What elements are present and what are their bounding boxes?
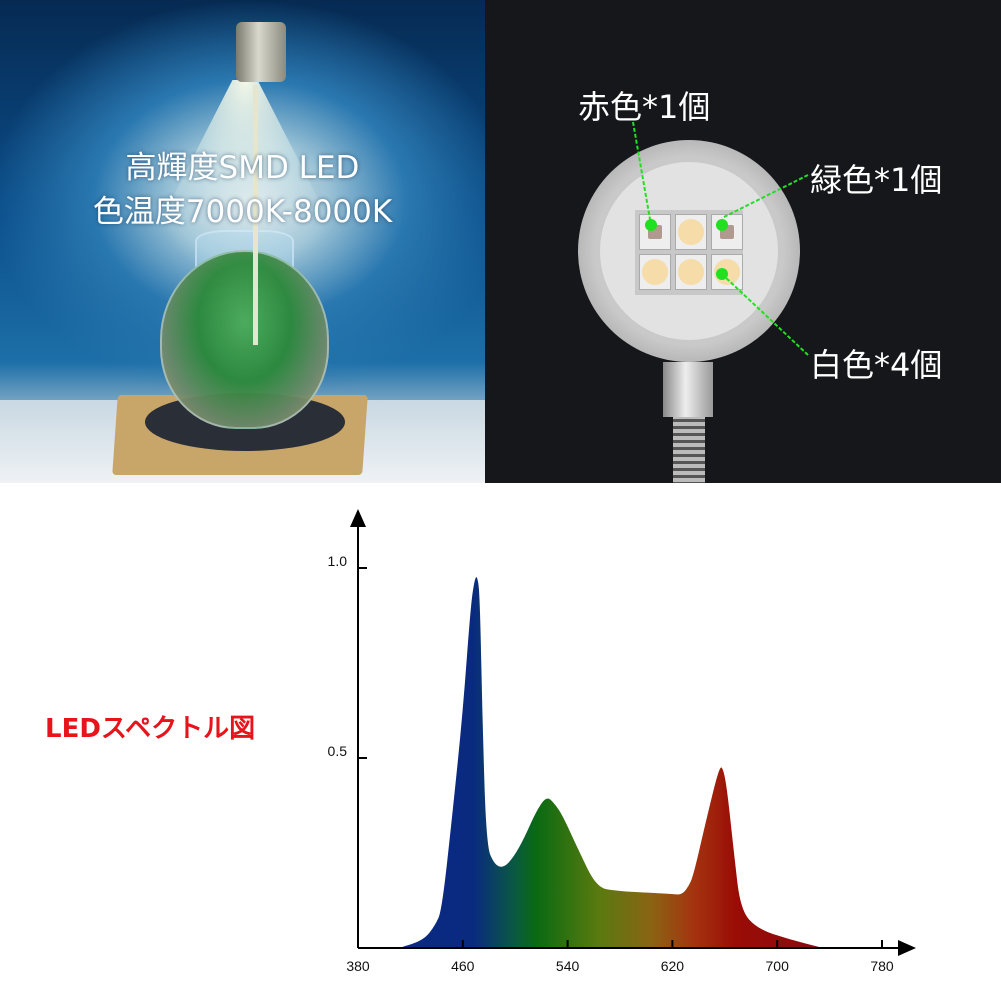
chart-title: LEDスペクトル図: [45, 714, 256, 744]
x-tick-label: 380: [346, 958, 370, 974]
led-white: [675, 214, 707, 250]
label-green-led: 緑色*1個: [810, 161, 943, 199]
x-tick-label: 700: [766, 958, 790, 974]
lamp-head: [236, 22, 286, 82]
spectrum-area: [398, 577, 824, 948]
label-red-led: 赤色*1個: [578, 88, 711, 126]
callout-lines: [632, 121, 809, 356]
x-tick-label: 780: [870, 958, 894, 974]
callout-line-green: [721, 174, 809, 219]
callout-dot-white: [716, 268, 728, 280]
spectrum-chart: 380 460 540 620 700 780 1.0 0.5: [328, 509, 916, 974]
x-tick-label: 620: [661, 958, 685, 974]
x-tick-label: 540: [556, 958, 580, 974]
led-white: [639, 254, 671, 290]
aquarium-photo: 高輝度SMD LED 色温度7000K-8000K: [0, 0, 485, 483]
feature-text-color-temp: 色温度7000K-8000K: [92, 194, 393, 230]
callout-line-red: [632, 121, 652, 226]
label-white-led: 白色*4個: [810, 346, 943, 384]
gooseneck: [673, 415, 705, 483]
callout-line-white: [723, 275, 809, 356]
callout-dot-red: [645, 219, 657, 231]
lamp-neck: [663, 362, 713, 417]
y-tick-label: 1.0: [328, 553, 348, 569]
led-white: [675, 254, 707, 290]
fish-bowl: [160, 250, 329, 429]
callout-dot-green: [716, 219, 728, 231]
x-tick-label: 460: [451, 958, 475, 974]
lamp-stem: [253, 85, 258, 345]
feature-text-brightness: 高輝度SMD LED: [125, 150, 360, 186]
led-red: [639, 214, 671, 250]
y-tick-label: 0.5: [328, 743, 348, 759]
